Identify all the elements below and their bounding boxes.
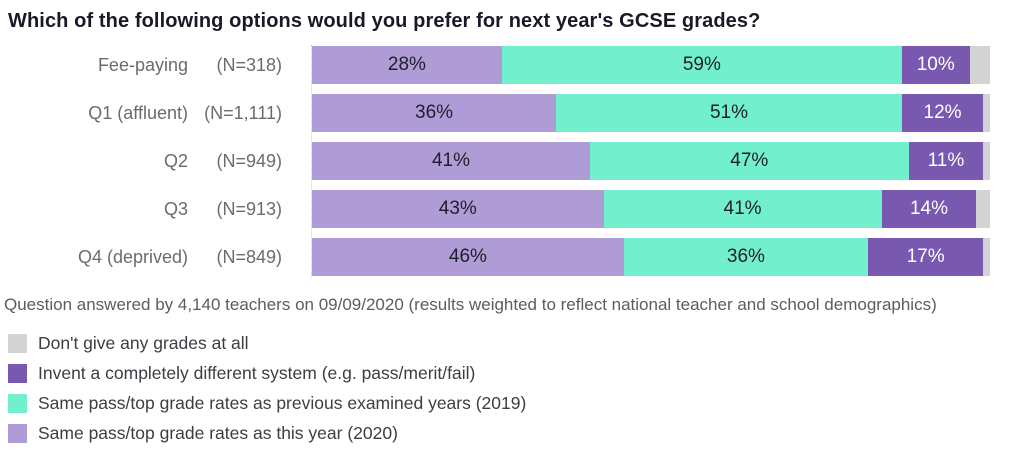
sample-size-label: (N=913): [216, 198, 282, 219]
legend-label: Don't give any grades at all: [38, 333, 249, 353]
segment-value-label: 36%: [726, 246, 765, 267]
segment-value-label: 10%: [916, 54, 955, 75]
legend-swatch-this_year_2020: [8, 424, 27, 443]
sample-size-label: (N=318): [216, 54, 282, 75]
bar-segment-previous_2019: 41%: [603, 190, 882, 228]
bar-segment-previous_2019: 59%: [501, 46, 902, 84]
row-label: Q2 (N=949): [0, 151, 282, 172]
bar-segment-different_system: 12%: [901, 94, 984, 132]
bar-segment-previous_2019: 47%: [589, 142, 909, 180]
legend-label: Same pass/top grade rates as previous ex…: [38, 393, 527, 413]
legend-label: Invent a completely different system (e.…: [38, 363, 476, 383]
category-label: Q2: [163, 150, 188, 171]
chart-row: Q3 (N=913) 43% 41% 14%: [0, 185, 990, 233]
stacked-bar: 28% 59% 10%: [312, 46, 990, 84]
category-label: Q4 (deprived): [77, 246, 188, 267]
segment-value-label: 12%: [923, 102, 962, 123]
bar-segment-different_system: 14%: [881, 190, 977, 228]
chart-footnote: Question answered by 4,140 teachers on 0…: [4, 295, 937, 314]
segment-value-label: 41%: [431, 150, 470, 171]
category-label: Q1 (affluent): [88, 102, 188, 123]
chart-row: Q1 (affluent) (N=1,111) 36% 51% 12%: [0, 89, 990, 137]
stacked-bar: 43% 41% 14%: [312, 190, 990, 228]
bar-segment-this_year_2020: 28%: [312, 46, 502, 84]
sample-size-label: (N=1,111): [204, 102, 282, 123]
chart-row: Fee-paying (N=318) 28% 59% 10%: [0, 41, 990, 89]
stacked-bar: 36% 51% 12%: [312, 94, 990, 132]
chart-legend: Don't give any grades at all Invent a com…: [0, 333, 1024, 444]
row-label: Q3 (N=913): [0, 199, 282, 220]
stacked-bar: 41% 47% 11%: [312, 142, 990, 180]
stacked-bar: 46% 36% 17%: [312, 238, 990, 276]
sample-size-label: (N=949): [216, 150, 282, 171]
row-label: Fee-paying (N=318): [0, 55, 282, 76]
segment-value-label: 51%: [709, 102, 748, 123]
legend-swatch-previous_2019: [8, 394, 27, 413]
bar-segment-no_grades: [983, 94, 990, 132]
bar-segment-no_grades: [969, 46, 990, 84]
segment-value-label: 47%: [730, 150, 769, 171]
bar-segment-no_grades: [983, 238, 990, 276]
segment-value-label: 28%: [387, 54, 426, 75]
legend-swatch-no_grades: [8, 334, 27, 353]
segment-value-label: 43%: [438, 198, 477, 219]
bar-segment-this_year_2020: 41%: [312, 142, 590, 180]
stacked-bar-chart: Fee-paying (N=318) 28% 59% 10% Q1 (affluent) (…: [0, 41, 1024, 281]
segment-value-label: 14%: [909, 198, 948, 219]
bar-segment-different_system: 17%: [867, 238, 984, 276]
segment-value-label: 11%: [927, 150, 965, 171]
chart-row: Q4 (deprived) (N=849) 46% 36% 17%: [0, 233, 990, 281]
bar-segment-this_year_2020: 46%: [312, 238, 624, 276]
legend-item-no_grades: Don't give any grades at all: [8, 333, 1024, 354]
bar-segment-different_system: 11%: [908, 142, 984, 180]
bar-segment-previous_2019: 51%: [556, 94, 902, 132]
bar-segment-this_year_2020: 36%: [312, 94, 557, 132]
row-label: Q1 (affluent) (N=1,111): [0, 103, 282, 124]
category-label: Fee-paying: [97, 54, 188, 75]
row-label: Q4 (deprived) (N=849): [0, 247, 282, 268]
legend-swatch-different_system: [8, 364, 27, 383]
segment-value-label: 59%: [682, 54, 721, 75]
chart-row: Q2 (N=949) 41% 47% 11%: [0, 137, 990, 185]
category-label: Q3: [163, 198, 188, 219]
bar-segment-different_system: 10%: [901, 46, 970, 84]
segment-value-label: 17%: [906, 246, 945, 267]
bar-segment-no_grades: [976, 190, 990, 228]
chart-title: Which of the following options would you…: [8, 10, 761, 32]
legend-item-different_system: Invent a completely different system (e.…: [8, 363, 1024, 384]
segment-value-label: 46%: [448, 246, 487, 267]
bar-segment-previous_2019: 36%: [623, 238, 868, 276]
segment-value-label: 36%: [415, 102, 454, 123]
segment-value-label: 41%: [723, 198, 762, 219]
sample-size-label: (N=849): [216, 246, 282, 267]
legend-label: Same pass/top grade rates as this year (…: [38, 423, 398, 443]
bar-segment-no_grades: [983, 142, 990, 180]
bar-segment-this_year_2020: 43%: [312, 190, 604, 228]
legend-item-this_year_2020: Same pass/top grade rates as this year (…: [8, 423, 1024, 444]
legend-item-previous_2019: Same pass/top grade rates as previous ex…: [8, 393, 1024, 414]
